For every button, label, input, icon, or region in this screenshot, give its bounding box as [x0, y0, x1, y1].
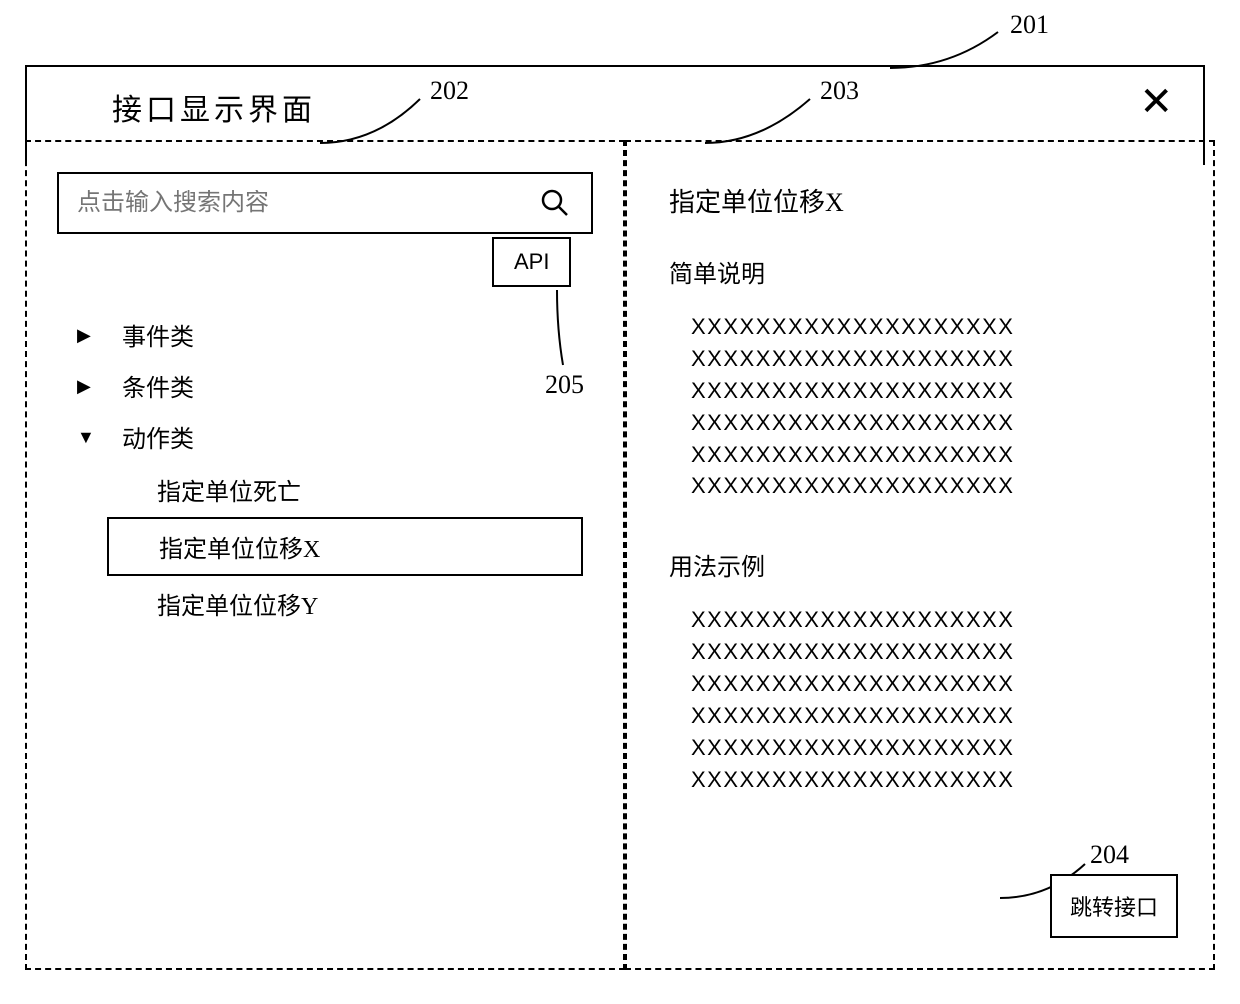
tree-item-label: 条件类 — [122, 368, 194, 403]
detail-title: 指定单位位移X — [669, 182, 1185, 219]
right-panel: 指定单位位移X 简单说明 XXXXXXXXXXXXXXXXXXXXXXXXXXX… — [625, 140, 1215, 970]
callout-201: 201 — [1010, 10, 1049, 40]
search-icon[interactable] — [537, 185, 573, 221]
tree-item-actions[interactable]: 动作类 — [57, 411, 593, 462]
placeholder-line: XXXXXXXXXXXXXXXXXXXX — [691, 604, 1185, 636]
category-tree: 事件类 条件类 动作类 指定单位死亡 指定单位位移X 指定单位位移Y — [57, 309, 593, 631]
placeholder-line: XXXXXXXXXXXXXXXXXXXX — [691, 375, 1185, 407]
api-badge: API — [492, 237, 571, 287]
title-bar: 接口显示界面 ✕ — [27, 67, 1203, 137]
tree-child-unit-move-x[interactable]: 指定单位位移X — [107, 517, 583, 576]
placeholder-line: XXXXXXXXXXXXXXXXXXXX — [691, 311, 1185, 343]
tree-child-unit-death[interactable]: 指定单位死亡 — [57, 462, 593, 517]
search-box[interactable] — [57, 172, 593, 234]
tree-item-events[interactable]: 事件类 — [57, 309, 593, 360]
placeholder-line: XXXXXXXXXXXXXXXXXXXX — [691, 343, 1185, 375]
placeholder-line: XXXXXXXXXXXXXXXXXXXX — [691, 470, 1185, 502]
placeholder-line: XXXXXXXXXXXXXXXXXXXX — [691, 439, 1185, 471]
placeholder-line: XXXXXXXXXXXXXXXXXXXX — [691, 732, 1185, 764]
chevron-right-icon — [77, 321, 107, 348]
placeholder-line: XXXXXXXXXXXXXXXXXXXX — [691, 668, 1185, 700]
chevron-right-icon — [77, 372, 107, 399]
example-body: XXXXXXXXXXXXXXXXXXXXXXXXXXXXXXXXXXXXXXXX… — [691, 604, 1185, 795]
placeholder-line: XXXXXXXXXXXXXXXXXXXX — [691, 636, 1185, 668]
description-body: XXXXXXXXXXXXXXXXXXXXXXXXXXXXXXXXXXXXXXXX… — [691, 311, 1185, 502]
tree-item-label: 动作类 — [122, 419, 194, 454]
section-head-example: 用法示例 — [669, 547, 1185, 582]
close-icon[interactable]: ✕ — [1139, 82, 1173, 122]
tree-child-unit-move-y[interactable]: 指定单位位移Y — [57, 576, 593, 631]
tree-item-label: 事件类 — [122, 317, 194, 352]
section-head-description: 简单说明 — [669, 254, 1185, 289]
window-title: 接口显示界面 — [112, 85, 316, 129]
jump-button[interactable]: 跳转接口 — [1050, 874, 1178, 938]
search-input[interactable] — [77, 190, 537, 217]
left-panel: API 事件类 条件类 动作类 指定单位死亡 指定单位位移X 指定单位位移Y — [25, 140, 625, 970]
placeholder-line: XXXXXXXXXXXXXXXXXXXX — [691, 764, 1185, 796]
chevron-down-icon — [77, 423, 107, 450]
tree-item-conditions[interactable]: 条件类 — [57, 360, 593, 411]
tree-children-actions: 指定单位死亡 指定单位位移X 指定单位位移Y — [57, 462, 593, 631]
placeholder-line: XXXXXXXXXXXXXXXXXXXX — [691, 407, 1185, 439]
placeholder-line: XXXXXXXXXXXXXXXXXXXX — [691, 700, 1185, 732]
